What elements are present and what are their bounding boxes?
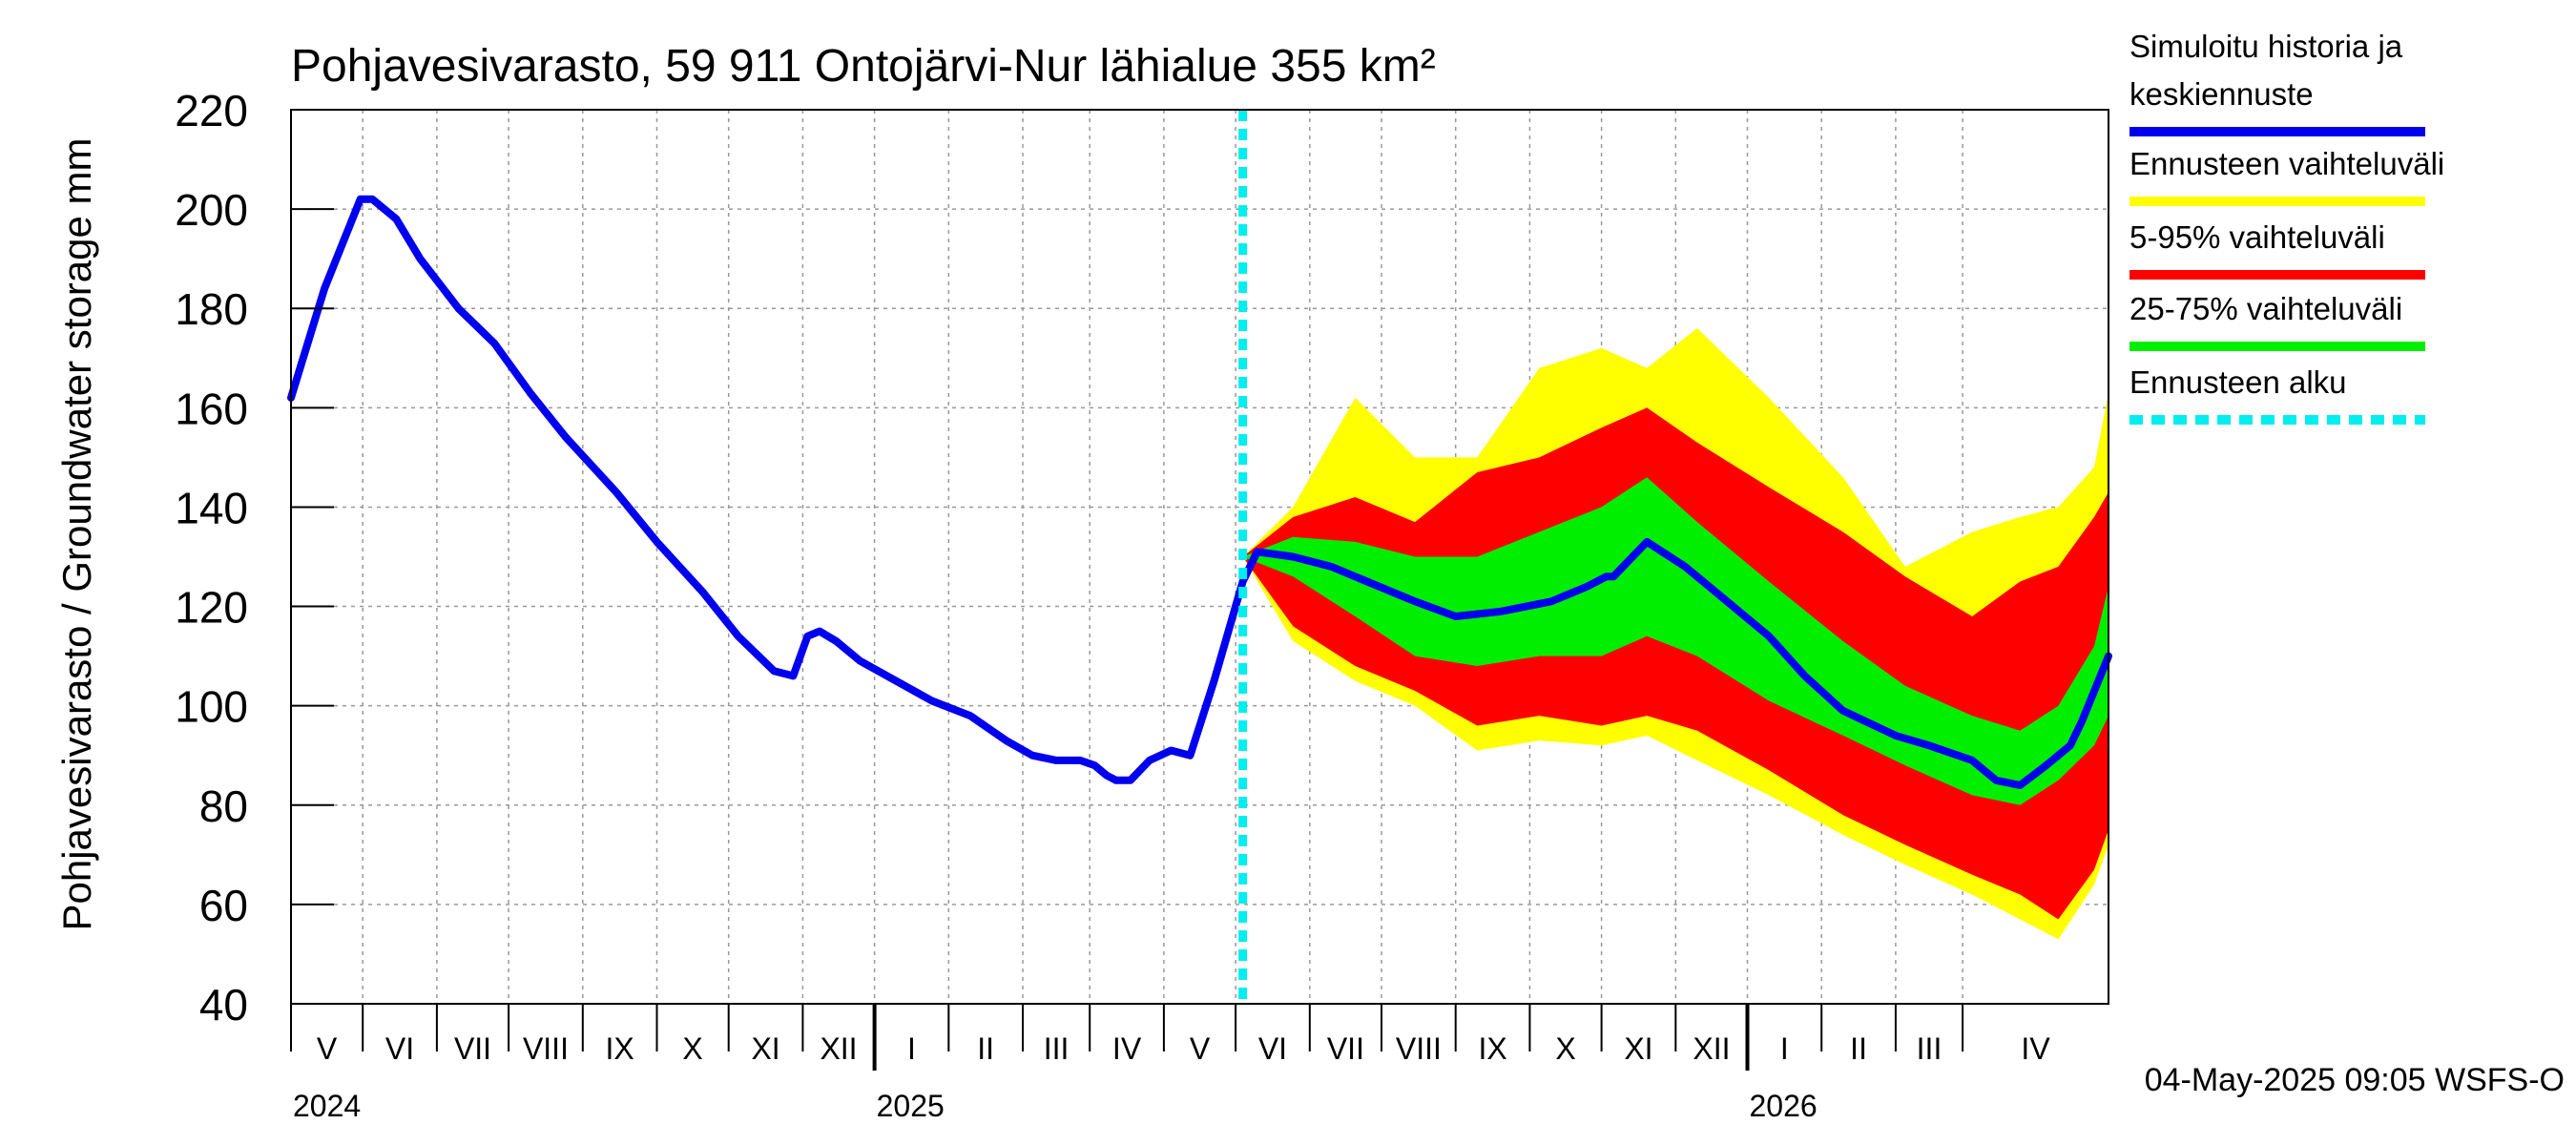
footer-timestamp: 04-May-2025 09:05 WSFS-O <box>2145 1062 2565 1098</box>
y-tick-label: 160 <box>175 384 248 433</box>
x-month-label: III <box>1917 1031 1942 1066</box>
plot-frame <box>290 109 2109 1005</box>
x-month-label: XI <box>1624 1031 1652 1066</box>
legend-label: 5-95% vaihteluväli <box>2129 219 2385 255</box>
legend-label: Ennusteen vaihteluväli <box>2129 146 2444 181</box>
y-axis-ticks: 40 60 80 100 120 140 160 180 200 220 <box>175 86 334 1030</box>
x-month-label: II <box>1850 1031 1867 1066</box>
x-month-label: X <box>1555 1031 1575 1066</box>
band-25-75 <box>1242 477 2109 805</box>
x-year-label: 2025 <box>877 1089 945 1123</box>
x-month-label: VII <box>454 1031 491 1066</box>
y-axis-label: Pohjavesivarasto / Groundwater storage m… <box>54 137 99 930</box>
x-month-label: XII <box>820 1031 857 1066</box>
y-tick-label: 220 <box>175 86 248 135</box>
x-month-label: II <box>977 1031 994 1066</box>
x-month-label: V <box>1190 1031 1211 1066</box>
x-axis-ticks: V VI VII VIII IX X XI XII I II III IV V VI VII VIII IX X X… <box>290 1004 2050 1123</box>
band-5-95 <box>1242 407 2109 920</box>
x-month-label: III <box>1044 1031 1070 1066</box>
x-month-label: IV <box>1112 1031 1142 1066</box>
chart-title: Pohjavesivarasto, 59 911 Ontojärvi-Nur l… <box>291 41 1436 92</box>
x-year-label: 2026 <box>1750 1089 1818 1123</box>
y-tick-label: 120 <box>175 583 248 633</box>
history-median-line <box>287 195 2112 789</box>
legend: Simuloitu historia ja keskiennuste Ennuste… <box>2129 29 2444 425</box>
x-month-label: XI <box>751 1031 779 1066</box>
x-month-label: VIII <box>523 1031 569 1066</box>
y-tick-label: 140 <box>175 483 248 532</box>
x-year-label: 2024 <box>293 1089 361 1123</box>
y-tick-label: 80 <box>199 781 248 831</box>
x-month-label: XII <box>1693 1031 1730 1066</box>
x-month-label: IX <box>606 1031 634 1066</box>
legend-label: Simuloitu historia ja <box>2129 29 2403 64</box>
y-tick-label: 40 <box>199 980 248 1030</box>
legend-label: keskiennuste <box>2129 76 2314 112</box>
x-month-label: I <box>1780 1031 1789 1066</box>
series-lines <box>287 110 2112 1004</box>
x-month-label: VII <box>1327 1031 1364 1066</box>
y-tick-label: 180 <box>175 284 248 334</box>
x-month-label: I <box>907 1031 916 1066</box>
x-month-label: IV <box>2021 1031 2050 1066</box>
forecast-bands <box>1242 328 2109 940</box>
x-month-label: VI <box>1258 1031 1287 1066</box>
y-tick-label: 200 <box>175 185 248 235</box>
x-month-label: VI <box>385 1031 414 1066</box>
x-month-label: X <box>682 1031 702 1066</box>
y-tick-label: 100 <box>175 682 248 732</box>
x-month-label: V <box>317 1031 338 1066</box>
x-month-label: VIII <box>1396 1031 1442 1066</box>
legend-label: 25-75% vaihteluväli <box>2129 291 2402 326</box>
legend-label: Ennusteen alku <box>2129 364 2347 400</box>
y-tick-label: 60 <box>199 881 248 930</box>
x-month-label: IX <box>1478 1031 1506 1066</box>
